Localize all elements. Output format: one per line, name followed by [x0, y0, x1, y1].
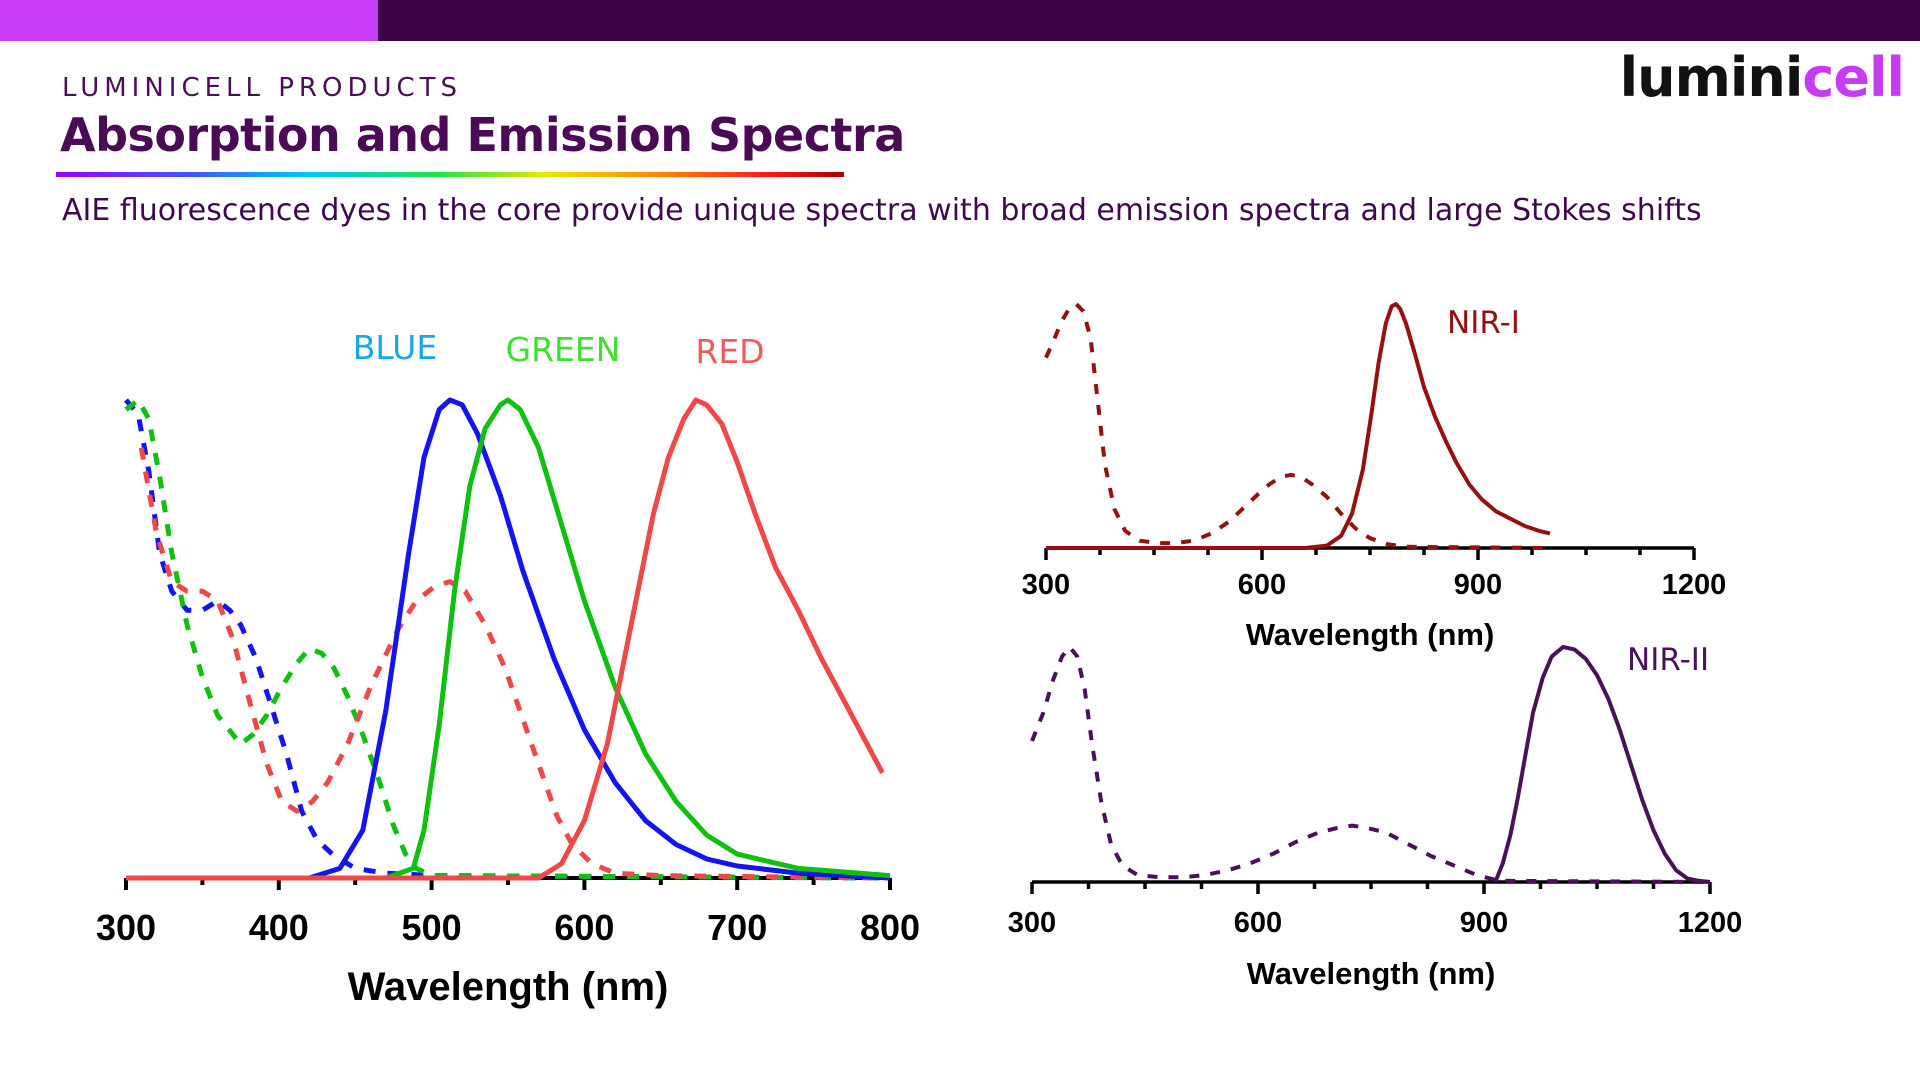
main-chart-tick-label: 400	[249, 907, 309, 948]
nir2-chart-nir-ii-absorption-line	[1030, 645, 1711, 884]
main-chart-tick-label: 600	[554, 907, 614, 948]
main-chart-tick-label: 500	[402, 907, 462, 948]
nir1-chart-nir-i-emission-line	[1046, 302, 1551, 550]
nir2-chart-tick-label: 300	[1008, 907, 1056, 939]
main-chart-blue-emission-line	[126, 397, 891, 881]
main-chart-red-emission-line	[126, 397, 885, 881]
legend-nir-i-label: NIR-I	[1447, 305, 1520, 341]
nir2-chart-nir-ii-emission-line	[1493, 645, 1711, 884]
main-chart-green-emission-line	[126, 397, 891, 881]
legend-red-label: RED	[695, 332, 764, 371]
main-chart-tick-label: 800	[860, 907, 920, 948]
nir2-chart-tick-label: 900	[1460, 907, 1508, 939]
nir2-chart-x-axis-label: Wavelength (nm)	[1247, 956, 1496, 991]
top-bar	[0, 0, 1920, 41]
page-subtitle: AIE fluorescence dyes in the core provid…	[62, 193, 1702, 228]
main-chart-tick-label: 700	[707, 907, 767, 948]
legend-green-label: GREEN	[506, 330, 621, 369]
nir1-chart-tick-label: 1200	[1662, 569, 1727, 601]
main-chart-green-absorption-line	[124, 397, 891, 881]
nir1-chart-nir-i-absorption-line	[1044, 302, 1551, 550]
page-title: Absorption and Emission Spectra	[60, 108, 905, 162]
luminicell-logo: luminicell	[1619, 46, 1905, 109]
nir1-chart-tick-label: 900	[1454, 569, 1502, 601]
main-chart-tick-label: 300	[96, 907, 156, 948]
logo-text-part1: lumini	[1619, 46, 1804, 109]
nir2-chart-tick-label: 1200	[1678, 907, 1743, 939]
main-chart-x-axis-label: Wavelength (nm)	[348, 965, 669, 1009]
legend-blue-label: BLUE	[353, 328, 437, 367]
logo-text-part2: cell	[1802, 46, 1905, 109]
nir2-chart-tick-label: 600	[1234, 907, 1282, 939]
nir1-chart-tick-label: 600	[1238, 569, 1286, 601]
eyebrow-label: LUMINICELL PRODUCTS	[62, 73, 463, 103]
top-bar-accent	[0, 0, 378, 41]
nir1-chart-tick-label: 300	[1022, 569, 1070, 601]
nir1-chart-x-axis-label: Wavelength (nm)	[1246, 617, 1495, 652]
legend-nir-ii-label: NIR-II	[1627, 642, 1709, 678]
rainbow-underline	[56, 172, 844, 177]
main-chart-red-absorption-line	[138, 447, 891, 881]
main-chart-blue-absorption-line	[124, 398, 891, 881]
